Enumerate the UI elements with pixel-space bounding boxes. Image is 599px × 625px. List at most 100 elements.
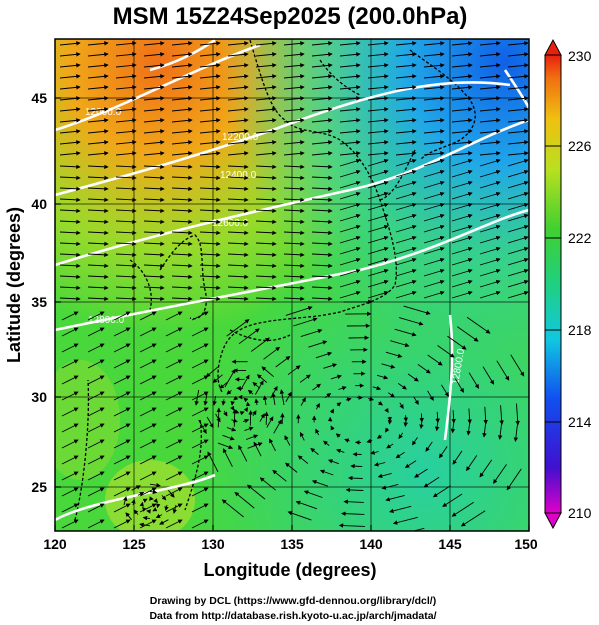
streamline-arrow	[451, 501, 474, 517]
streamline-arrow	[315, 428, 320, 436]
streamline-arrow	[171, 186, 193, 192]
streamline-arrow	[113, 311, 131, 321]
streamline-arrow	[171, 107, 193, 112]
streamline-arrow	[507, 279, 529, 288]
streamline-arrow	[199, 208, 221, 214]
streamline-arrow	[171, 263, 193, 269]
streamline-arrow	[395, 85, 417, 90]
streamline-arrow	[451, 202, 473, 211]
streamline-arrow	[339, 96, 361, 101]
streamline-arrow	[423, 63, 445, 68]
streamline-arrow	[255, 219, 277, 225]
streamline-arrow	[341, 511, 365, 516]
streamline-arrow	[507, 224, 529, 233]
streamline-arrow	[139, 503, 157, 513]
streamline-arrow	[131, 485, 141, 491]
streamline-arrow	[199, 197, 221, 203]
streamline-arrow	[367, 96, 389, 101]
streamline-arrow	[143, 151, 165, 156]
streamline-arrow	[247, 389, 254, 395]
streamline-arrow	[367, 202, 389, 211]
streamline-arrow	[423, 268, 445, 277]
streamline-arrow	[404, 460, 417, 468]
streamline-arrow	[255, 241, 277, 247]
streamline-arrow	[227, 274, 249, 280]
streamline-arrow	[339, 140, 361, 145]
streamline-arrow	[311, 175, 333, 181]
streamline-arrow	[171, 296, 193, 302]
streamline-arrow	[191, 375, 209, 385]
streamline-arrow	[199, 85, 221, 90]
y-tick-label: 35	[31, 294, 47, 310]
streamline-arrow	[385, 351, 403, 358]
streamline-arrow	[139, 391, 157, 401]
streamline-arrow	[165, 487, 183, 497]
streamline-arrow	[299, 431, 305, 441]
streamline-arrow	[339, 191, 361, 200]
streamline-arrow	[171, 63, 193, 68]
streamline-arrow	[243, 407, 248, 413]
streamline-arrow	[311, 85, 333, 90]
streamline-arrow	[339, 268, 361, 277]
streamline-arrow	[329, 408, 334, 414]
streamline-arrow	[311, 118, 333, 123]
streamline-arrow	[285, 462, 298, 473]
streamline-arrow	[335, 433, 341, 438]
streamline-arrow	[87, 74, 109, 79]
streamline-arrow	[451, 118, 473, 123]
streamline-arrow	[423, 202, 445, 211]
streamline-arrow	[384, 427, 390, 433]
streamline-arrow	[115, 107, 137, 112]
streamline-arrow	[143, 140, 165, 145]
streamline-arrow	[87, 186, 109, 192]
streamline-arrow	[323, 363, 338, 369]
streamline-arrow	[367, 158, 389, 167]
streamline-arrow	[227, 230, 249, 236]
streamline-arrow	[87, 85, 109, 90]
streamline-arrow	[113, 375, 131, 385]
streamline-arrow	[113, 471, 131, 481]
streamline-arrow	[438, 446, 448, 459]
streamline-arrow	[479, 257, 501, 266]
streamline-arrow	[199, 74, 221, 79]
streamline-arrow	[451, 191, 473, 200]
streamline-arrow	[87, 471, 105, 481]
streamline-arrow	[386, 443, 394, 449]
streamline-arrow	[115, 219, 137, 225]
streamline-arrow	[115, 118, 137, 123]
streamline-arrow	[234, 491, 255, 509]
streamline-arrow	[423, 158, 445, 167]
streamline-arrow	[451, 257, 473, 266]
streamline-arrow	[199, 107, 221, 112]
streamline-arrow	[261, 366, 274, 378]
streamline-arrow	[395, 180, 417, 189]
streamline-arrow	[59, 52, 81, 57]
streamline-arrow	[259, 413, 265, 422]
streamline-arrow	[143, 263, 165, 269]
streamline-arrow	[297, 455, 309, 464]
streamline-arrow	[339, 290, 361, 299]
streamline-arrow	[113, 455, 131, 465]
streamline-arrow	[479, 290, 501, 299]
streamline-arrow	[142, 498, 148, 503]
streamline-arrow	[156, 503, 161, 509]
streamline-arrow	[311, 63, 333, 68]
figure-title: MSM 15Z24Sep2025 (200.0hPa)	[113, 3, 468, 30]
streamline-arrow	[59, 186, 81, 192]
streamline-arrow	[247, 484, 266, 500]
streamline-arrow	[219, 382, 228, 389]
streamline-arrow	[238, 328, 260, 345]
streamline-arrow	[283, 296, 305, 302]
streamline-arrow	[171, 274, 193, 280]
streamline-arrow	[451, 268, 473, 277]
streamline-arrow	[479, 85, 501, 90]
streamline-arrow	[397, 383, 407, 390]
streamline-arrow	[159, 519, 169, 525]
streamline-arrow	[381, 363, 396, 369]
streamline-arrow	[87, 439, 105, 449]
streamline-arrow	[139, 439, 157, 449]
streamline-arrow	[479, 151, 501, 156]
streamline-arrow	[327, 459, 339, 465]
streamline-arrow	[227, 52, 249, 57]
streamline-arrow	[376, 434, 382, 439]
